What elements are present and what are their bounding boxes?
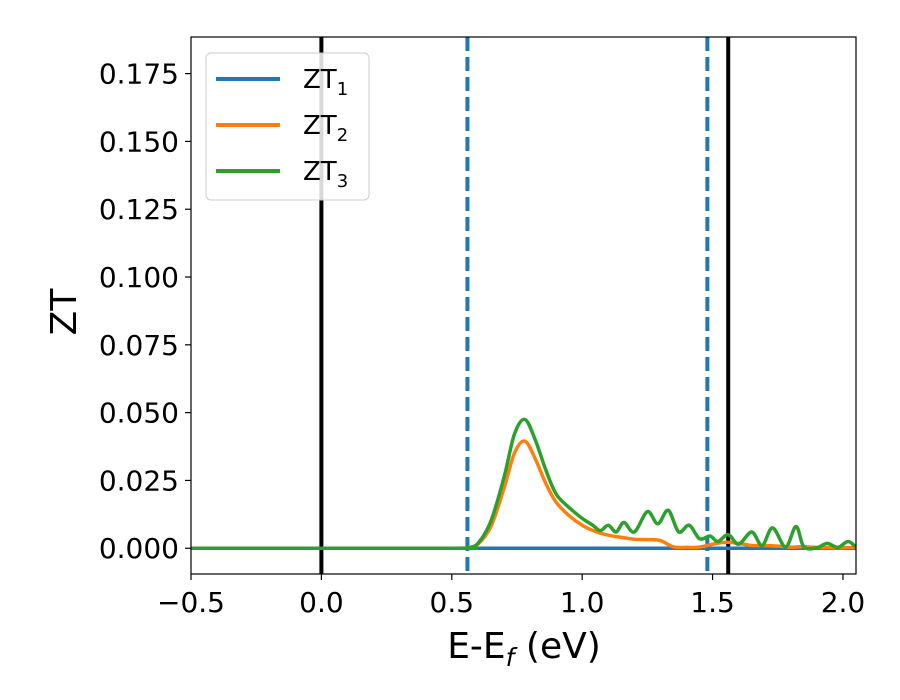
y-tick-label: 0.175 xyxy=(99,58,179,91)
x-axis-label-main: E-E xyxy=(447,626,505,667)
x-tick-label: 1.5 xyxy=(690,586,735,619)
series-line-zt2 xyxy=(191,439,856,550)
legend-label-zt2-sub: 2 xyxy=(337,125,348,146)
legend: ZT1 ZT2 ZT3 xyxy=(205,52,370,201)
legend-label-zt2-main: ZT xyxy=(303,111,337,141)
x-axis-label: E-Ef (eV) xyxy=(447,626,601,672)
x-tick-label: 2.0 xyxy=(821,586,866,619)
legend-label-zt1-sub: 1 xyxy=(337,79,348,100)
y-tick-label: 0.025 xyxy=(99,464,179,497)
y-tick-label: 0.125 xyxy=(99,193,179,226)
y-tick-label: 0.000 xyxy=(99,532,179,565)
legend-label-zt3-sub: 3 xyxy=(337,171,348,192)
y-tick-label: 0.075 xyxy=(99,329,179,362)
y-axis-label: ZT xyxy=(44,288,85,336)
legend-label-zt2: ZT2 xyxy=(303,111,348,146)
axis-ticks: −0.5 0.0 0.5 1.0 1.5 2.0 0.000 0.025 0.050 0.075 0… xyxy=(99,58,865,619)
x-axis-label-unit: (eV) xyxy=(514,626,600,667)
plot-area xyxy=(191,37,856,574)
plot-frame xyxy=(190,36,857,575)
series-line-zt3 xyxy=(191,417,856,551)
legend-label-zt1: ZT1 xyxy=(303,65,348,100)
x-tick-label: −0.5 xyxy=(157,586,225,619)
legend-label-zt3-main: ZT xyxy=(303,157,337,187)
legend-label-zt1-main: ZT xyxy=(303,65,337,95)
x-tick-label: 0.5 xyxy=(430,586,475,619)
y-tick-label: 0.100 xyxy=(99,261,179,294)
y-tick-label: 0.150 xyxy=(99,125,179,158)
y-tick-label: 0.050 xyxy=(99,397,179,430)
legend-box xyxy=(205,52,370,201)
x-tick-label: 0.0 xyxy=(299,586,344,619)
legend-label-zt3: ZT3 xyxy=(303,157,348,192)
x-tick-label: 1.0 xyxy=(560,586,605,619)
